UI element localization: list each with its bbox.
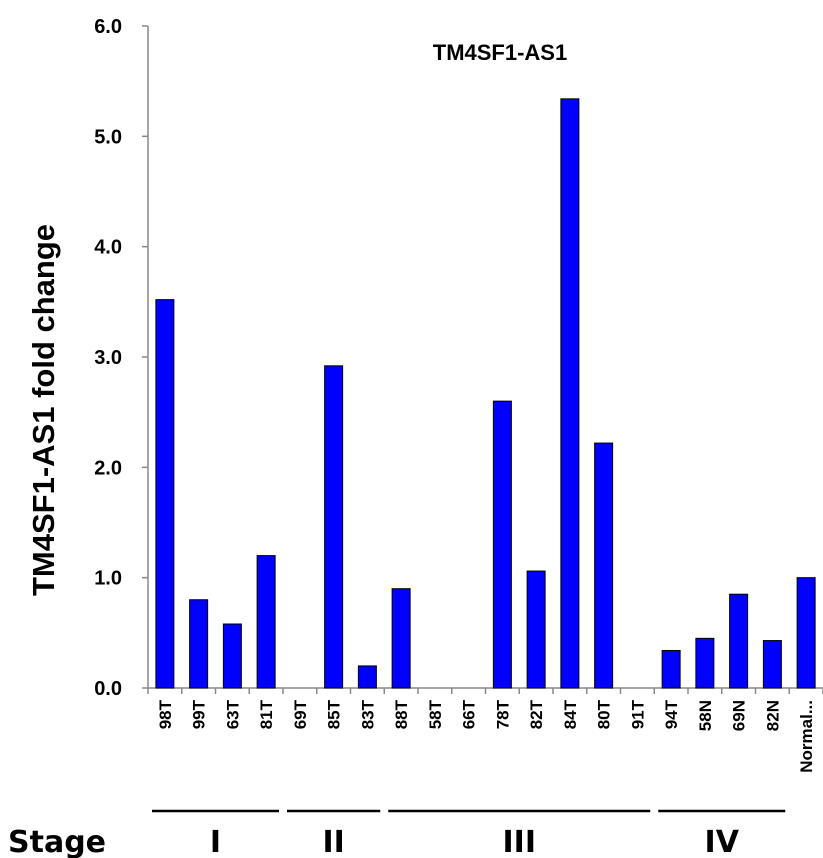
y-tick-label: 5.0 [94, 126, 122, 148]
y-tick-label: 1.0 [94, 568, 122, 590]
x-tick-label: 80T [595, 699, 614, 729]
bar-69n [729, 593, 749, 689]
x-tick-label: 83T [358, 699, 377, 729]
x-tick-label: 82T [527, 699, 546, 729]
x-tick-label: 69T [291, 699, 310, 729]
x-tick-label: 58T [426, 699, 445, 729]
x-tick-label: 78T [493, 699, 512, 729]
y-tick-label: 2.0 [94, 457, 122, 479]
stage-group-label: IV [705, 825, 740, 858]
bar-normal [796, 577, 816, 689]
bar-84t [560, 98, 580, 689]
x-tick-label: 58N [696, 700, 715, 731]
x-tick-label: 98T [156, 699, 175, 729]
y-tick-label: 3.0 [94, 347, 122, 369]
bar-80t [594, 442, 614, 689]
x-tick-label: 99T [190, 699, 209, 729]
stage-group-label: I [210, 825, 221, 858]
stage-axis-title: Stage [8, 825, 106, 858]
x-tick-label: 82N [763, 700, 782, 731]
chart-title: TM4SF1-AS1 [433, 40, 567, 65]
x-tick-label: 94T [662, 699, 681, 729]
plot-area: 0.0 1.0 2.0 3.0 4.0 5.0 6.0 98T 99T 63T 81T 69T 85T 8… [94, 16, 823, 773]
stage-group-label: III [503, 825, 537, 858]
bar-99t [189, 599, 209, 689]
bar-78t [492, 400, 512, 689]
x-tick-label: 85T [325, 699, 344, 729]
x-tick-label: 91T [628, 699, 647, 729]
x-tick-label: 69N [730, 700, 749, 731]
bar-58n [695, 637, 715, 689]
x-tick-label: 88T [392, 699, 411, 729]
bar-94t [661, 649, 681, 689]
x-tick-label: 63T [223, 699, 242, 729]
x-tick-label: 81T [257, 699, 276, 729]
bar-88t [391, 588, 411, 689]
y-tick-label: 6.0 [94, 16, 122, 38]
stage-group-label: II [322, 825, 344, 858]
y-tick-label: 0.0 [94, 678, 122, 700]
bar-98t [155, 299, 175, 689]
bar-85t [324, 365, 344, 689]
y-axis-label: TM4SF1-AS1 fold change [26, 224, 61, 596]
x-tick-label: 84T [561, 699, 580, 729]
bar-82t [526, 570, 546, 689]
y-tick-label: 4.0 [94, 237, 122, 259]
x-tick-label: Normal... [797, 700, 816, 773]
bar-82n [762, 640, 782, 689]
bar-81t [256, 555, 276, 689]
x-tick-label: 66T [460, 699, 479, 729]
bar-63t [222, 623, 242, 689]
bar-83t [357, 665, 377, 689]
